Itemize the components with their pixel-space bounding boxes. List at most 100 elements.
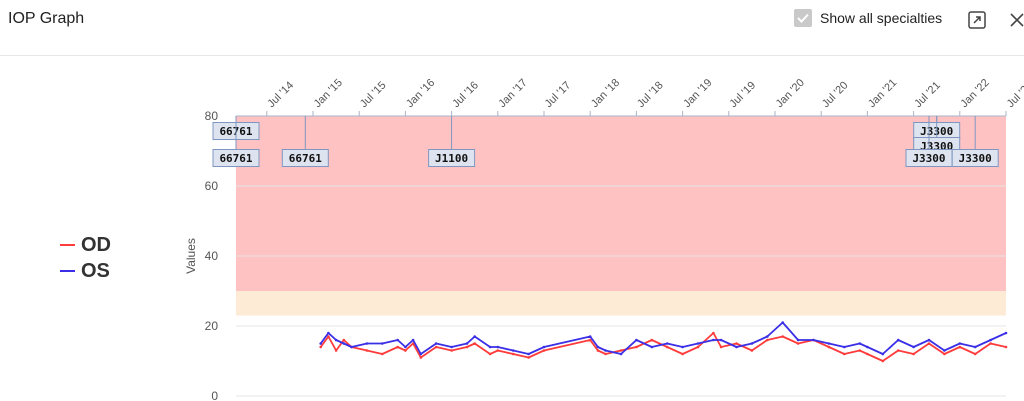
data-point-od xyxy=(404,349,407,352)
y-tick-label: 80 xyxy=(205,109,219,123)
data-point-os xyxy=(434,342,438,345)
data-point-os xyxy=(896,338,900,342)
data-point-od xyxy=(342,338,346,342)
data-point-od xyxy=(943,352,946,356)
legend-item-od[interactable]: OD xyxy=(60,232,111,258)
data-point-os xyxy=(334,338,338,342)
data-point-os xyxy=(396,338,400,342)
data-point-od xyxy=(766,338,769,342)
series-line-os xyxy=(319,321,1007,355)
legend-item-os[interactable]: OS xyxy=(60,258,111,284)
y-tick-label: 60 xyxy=(205,179,219,193)
data-point-od xyxy=(1004,345,1008,349)
x-tick-label: Jan '15 xyxy=(312,77,345,110)
x-tick-label: Jan '20 xyxy=(774,77,807,110)
data-point-od xyxy=(858,349,861,352)
x-tick-label: Jul '19 xyxy=(727,79,758,110)
data-point-od xyxy=(327,335,330,338)
show-all-specialties-toggle[interactable]: Show all specialties xyxy=(794,9,942,27)
legend-label-os: OS xyxy=(81,259,110,282)
expand-icon[interactable] xyxy=(966,9,988,31)
data-point-od xyxy=(473,342,477,345)
close-icon[interactable] xyxy=(1010,9,1024,31)
annotation-box xyxy=(428,149,476,167)
series-line-od xyxy=(319,332,1007,362)
data-point-od xyxy=(365,349,369,352)
data-point-os xyxy=(796,338,800,342)
data-point-os xyxy=(588,335,592,338)
data-point-os xyxy=(866,345,869,349)
show-all-label: Show all specialties xyxy=(820,10,943,26)
data-point-os xyxy=(750,342,754,345)
data-point-od xyxy=(419,356,423,359)
data-point-od xyxy=(434,345,438,349)
data-point-os xyxy=(696,342,700,345)
y-axis-title: Values xyxy=(184,238,198,274)
annotation-label: J1100 xyxy=(435,152,468,165)
data-point-od xyxy=(881,359,885,363)
data-point-od xyxy=(681,352,684,356)
data-point-os xyxy=(812,338,815,342)
x-tick-label: Jul '18 xyxy=(635,79,666,110)
data-point-os xyxy=(542,345,546,349)
data-point-os xyxy=(766,335,769,338)
data-point-os xyxy=(858,342,861,345)
data-point-os xyxy=(1004,331,1008,335)
data-point-os xyxy=(327,331,330,335)
data-point-os xyxy=(473,335,477,338)
data-point-od xyxy=(650,338,654,342)
y-tick-label: 40 xyxy=(205,249,219,263)
legend-label-od: OD xyxy=(81,233,111,256)
data-point-od xyxy=(596,349,600,352)
data-point-od xyxy=(973,352,977,356)
data-point-od xyxy=(496,349,500,352)
x-tick-label: Jul '21 xyxy=(912,79,943,110)
data-point-os xyxy=(411,338,415,342)
annotation-label: 66761 xyxy=(289,152,322,165)
data-point-os xyxy=(843,345,846,349)
data-point-os xyxy=(381,342,384,345)
y-tick-label: 20 xyxy=(205,319,219,333)
x-tick-label: Jan '22 xyxy=(958,77,991,110)
data-point-od xyxy=(381,352,384,356)
data-point-os xyxy=(527,352,530,356)
legend-swatch-od xyxy=(60,244,75,246)
data-point-od xyxy=(511,352,515,356)
dialog-header: IOP Graph Show all specialties xyxy=(0,0,1024,56)
data-point-od xyxy=(750,349,754,352)
annotation-box xyxy=(951,149,999,167)
data-point-od xyxy=(542,349,546,352)
data-point-os xyxy=(342,342,346,345)
data-point-os xyxy=(488,345,492,349)
data-point-os xyxy=(465,342,469,345)
show-all-checkbox[interactable] xyxy=(794,9,812,27)
data-point-os xyxy=(735,345,738,349)
x-tick-label: Jul '14 xyxy=(265,79,296,110)
data-point-od xyxy=(319,345,323,349)
x-tick-label: Jul '17 xyxy=(543,79,574,110)
data-point-os xyxy=(350,345,353,349)
data-point-od xyxy=(588,338,592,342)
legend-swatch-os xyxy=(60,270,75,272)
data-point-os xyxy=(665,342,669,345)
data-point-os xyxy=(650,345,654,349)
plot-band-0 xyxy=(236,116,1006,291)
data-point-od xyxy=(796,342,800,345)
data-point-od xyxy=(827,345,831,349)
data-point-os xyxy=(604,349,607,352)
data-point-od xyxy=(843,352,846,356)
x-tick-label: Jan '21 xyxy=(866,77,899,110)
data-point-od xyxy=(719,345,723,349)
data-point-od xyxy=(696,345,700,349)
dialog-title: IOP Graph xyxy=(8,10,85,27)
x-tick-label: Jan '16 xyxy=(404,77,437,110)
annotation-box xyxy=(212,149,260,167)
data-point-od xyxy=(989,342,992,345)
x-tick-label: Jul '16 xyxy=(450,79,481,110)
x-tick-label: Jan '19 xyxy=(681,77,714,110)
data-point-os xyxy=(419,352,423,356)
data-point-os xyxy=(450,345,453,349)
data-point-os xyxy=(319,342,323,345)
data-point-od xyxy=(527,356,530,359)
data-point-os xyxy=(404,345,407,349)
